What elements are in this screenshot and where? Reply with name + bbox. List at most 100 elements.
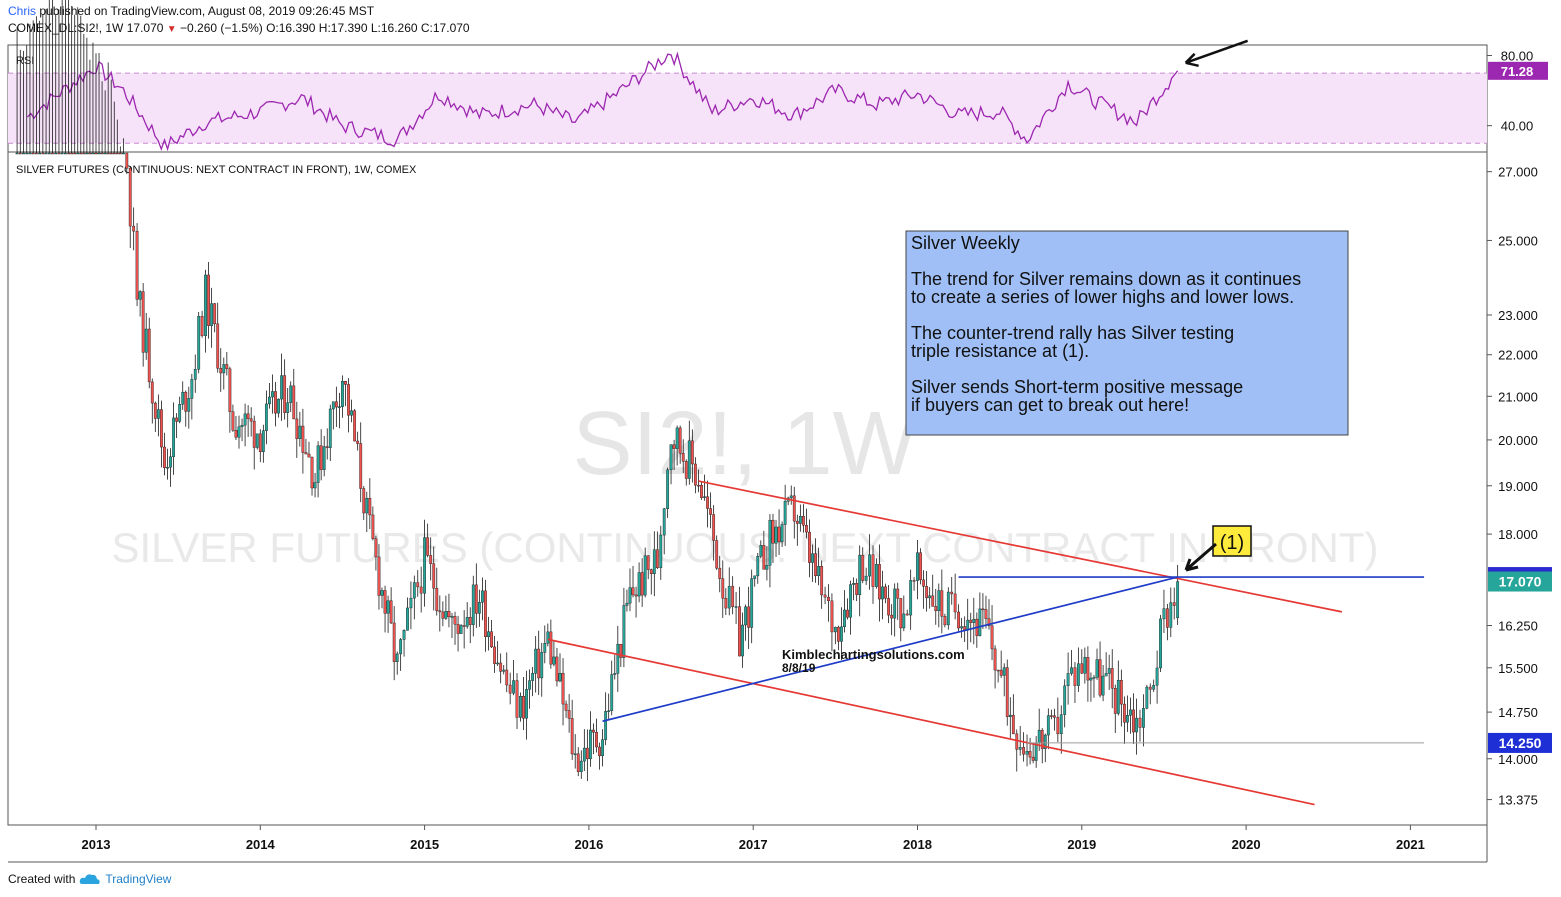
candle-body [1053, 715, 1056, 718]
candle-body [858, 554, 862, 595]
candle-body [881, 586, 884, 600]
candle-body [213, 303, 217, 325]
candle-body [715, 540, 719, 569]
candle-body [878, 564, 881, 600]
candle-body [423, 537, 426, 594]
candle-body [637, 572, 641, 597]
candle-body [316, 445, 320, 483]
candle-body [902, 613, 906, 629]
candle-body [496, 662, 500, 665]
footer-brand-link[interactable]: TradingView [105, 872, 172, 886]
candle-body [438, 610, 442, 613]
candle-body [190, 379, 194, 399]
candle-body [687, 440, 691, 479]
publish-text: published on TradingView.com, August 08,… [39, 4, 375, 18]
candle-body [22, 152, 25, 155]
candle-body [990, 625, 994, 650]
watermark-symbol: SI2!, 1W [572, 394, 917, 494]
candle-body [389, 600, 393, 624]
candle-body [204, 274, 207, 336]
channel-lower-line [547, 638, 1315, 806]
candle-body [1122, 703, 1126, 723]
candle-body [528, 680, 531, 690]
candle-body [197, 316, 201, 370]
candle-body [416, 582, 420, 588]
candle-body [669, 444, 673, 471]
candle-body [950, 591, 954, 595]
candle-body [1040, 729, 1044, 749]
candle-body [887, 598, 890, 616]
candle-body [231, 411, 235, 431]
candle-body [1169, 602, 1173, 628]
candlestick-series [15, 0, 1180, 782]
candle-body [178, 404, 182, 422]
candle-body [570, 718, 574, 755]
author-link[interactable]: Chris [8, 4, 37, 18]
candle-body [1022, 747, 1026, 755]
candle-body [849, 584, 852, 618]
candle-body [798, 516, 802, 524]
candle-body [1142, 708, 1145, 728]
candle-body [484, 590, 487, 638]
candle-body [546, 631, 550, 644]
candle-body [184, 391, 188, 412]
candle-body [928, 595, 932, 599]
candle-body [734, 606, 738, 608]
candle-body [283, 375, 287, 413]
candle-body [380, 590, 384, 596]
candle-body [1083, 657, 1087, 674]
candle-body [690, 440, 694, 465]
note-line: to create a series of lower highs and lo… [911, 287, 1294, 307]
rsi-arrow-icon [1184, 39, 1249, 68]
candle-body [280, 375, 283, 400]
candle-body [589, 729, 592, 760]
time-tick-label: 2014 [246, 837, 276, 852]
candle-body [31, 152, 35, 155]
callout-arrow-icon [1184, 542, 1217, 572]
candle-body [607, 710, 611, 712]
price-tick-label: 21.000 [1498, 389, 1538, 404]
candle-body [1011, 714, 1015, 735]
candle-body [328, 408, 332, 448]
price-tick-label: 19.000 [1498, 479, 1538, 494]
candle-body [406, 607, 409, 631]
candle-body [97, 152, 101, 155]
candle-body [855, 583, 859, 595]
candle-body [619, 643, 623, 658]
candle-body [100, 152, 104, 155]
trendlines [547, 480, 1425, 806]
candle-body [706, 496, 709, 509]
candle-body [808, 531, 811, 563]
candle-body [76, 152, 80, 155]
candle-body [789, 495, 793, 499]
candle-body [1066, 673, 1070, 687]
candle-body [940, 590, 944, 617]
candle-body [960, 626, 964, 629]
callout-label: (1) [1220, 532, 1244, 554]
candle-body [1119, 680, 1123, 705]
candle-body [121, 152, 125, 155]
candle-body [54, 152, 58, 155]
candle-body [640, 572, 644, 596]
candle-body [341, 381, 344, 407]
candle-body [712, 514, 716, 541]
candle-body [552, 656, 556, 665]
candle-body [1043, 734, 1047, 749]
candle-body [51, 152, 54, 155]
candle-body [350, 410, 353, 416]
candle-body [768, 519, 772, 566]
candle-body [747, 606, 751, 628]
candle-body [827, 596, 830, 602]
candle-body [150, 381, 154, 404]
candle-body [432, 563, 436, 589]
candle-body [610, 674, 614, 711]
candle-body [499, 662, 503, 672]
candle-body [666, 469, 670, 509]
candle-body [756, 556, 760, 577]
price-tick-label: 16.250 [1498, 619, 1538, 634]
candle-body [721, 578, 725, 599]
candle-body [744, 606, 747, 626]
time-tick-label: 2019 [1067, 837, 1096, 852]
candle-body [399, 639, 403, 655]
